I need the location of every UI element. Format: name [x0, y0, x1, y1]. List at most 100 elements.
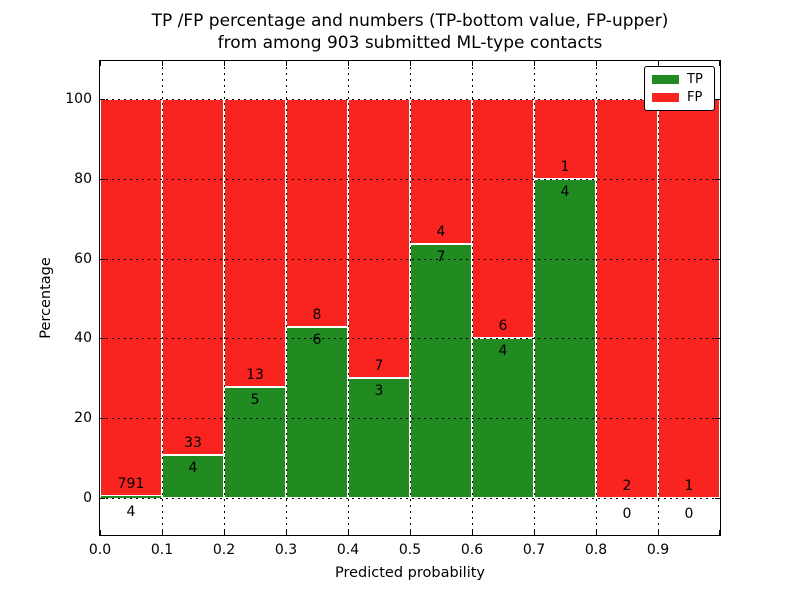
fp-count-label: 4	[436, 224, 446, 241]
fp-count-label: 2	[622, 478, 632, 494]
fp-count-label: 1	[560, 158, 570, 175]
x-axis-label: Predicted probability	[334, 565, 486, 581]
gridline-vertical	[285, 61, 287, 535]
fp-count-label: 1	[684, 478, 694, 494]
y-axis-tick	[715, 498, 720, 499]
x-tick-label: 0.7	[522, 542, 546, 558]
x-axis-tick	[161, 61, 163, 66]
bar-fp-segment	[224, 99, 286, 388]
x-axis-tick	[409, 530, 411, 535]
gridline-vertical	[409, 61, 411, 535]
chart-title-line2: from among 903 submitted ML-type contact…	[217, 33, 603, 53]
fp-count-label: 791	[117, 476, 145, 492]
y-tick-label: 0	[83, 490, 92, 506]
y-axis-tick	[100, 178, 105, 180]
bar-fp-segment	[472, 99, 534, 339]
legend-label: TP	[687, 72, 703, 88]
gridline-horizontal	[100, 338, 720, 340]
bar-fp-segment	[410, 99, 472, 245]
tp-count-label: 5	[250, 392, 260, 409]
x-tick-label: 0.2	[212, 542, 236, 558]
x-tick-label: 0.5	[398, 542, 422, 558]
bar-fp-segment	[596, 99, 658, 498]
gridline-horizontal	[100, 418, 720, 420]
x-axis-tick	[409, 61, 411, 66]
bar-fp-segment	[100, 99, 162, 496]
bar-tp-segment	[348, 378, 410, 498]
bar-tp-segment	[224, 387, 286, 498]
x-axis-tick	[719, 61, 720, 66]
y-axis-tick	[100, 99, 105, 100]
x-tick-label: 0.6	[460, 542, 484, 558]
x-tick-label: 0.8	[584, 542, 608, 558]
gridline-horizontal	[100, 178, 720, 180]
y-axis-tick	[715, 258, 720, 260]
fp-count-label: 13	[246, 367, 264, 384]
y-axis-tick	[100, 498, 105, 499]
gridline-vertical	[161, 61, 163, 535]
gridline-vertical	[471, 61, 473, 535]
x-axis-tick	[719, 530, 720, 535]
gridline-horizontal	[100, 498, 720, 499]
bar-fp-segment	[348, 99, 410, 379]
y-axis-tick	[715, 418, 720, 420]
gridline-horizontal	[100, 258, 720, 260]
tp-count-label: 4	[126, 503, 136, 520]
legend-item: FP	[652, 91, 707, 104]
tp-count-label: 0	[684, 506, 694, 522]
legend: TP FP	[644, 66, 715, 111]
x-axis-tick	[285, 530, 287, 535]
plot-area: 791 4 33 4 13 5 8 6 7 3 4 7 6 4 1 4 2 0 1 0	[99, 60, 721, 536]
gridline-vertical	[657, 61, 659, 535]
x-axis-tick	[347, 530, 349, 535]
tp-count-label: 4	[560, 183, 570, 200]
fp-count-label: 7	[374, 358, 384, 375]
gridline-vertical	[533, 61, 535, 535]
y-tick-label: 100	[65, 91, 92, 107]
bar-fp-segment	[286, 99, 348, 327]
y-axis-tick	[715, 178, 720, 180]
y-axis-tick	[715, 338, 720, 340]
fp-count-label: 6	[498, 318, 508, 335]
bar-tp-segment	[410, 244, 472, 498]
x-tick-label: 0.4	[336, 542, 360, 558]
y-axis-tick	[100, 258, 105, 260]
y-axis-label: Percentage	[38, 257, 54, 339]
bar-tp-segment	[286, 327, 348, 498]
x-axis-tick	[100, 61, 101, 66]
x-axis-tick	[657, 61, 659, 66]
fp-count-label: 8	[312, 307, 322, 323]
legend-label: FP	[687, 89, 703, 105]
x-tick-label: 0.9	[646, 542, 670, 558]
gridline-vertical	[223, 61, 225, 535]
x-axis-tick	[595, 530, 597, 535]
tp-count-label: 3	[374, 383, 384, 400]
x-axis-tick	[657, 530, 659, 535]
x-tick-label: 0.0	[88, 542, 112, 558]
x-tick-label: 0.1	[150, 542, 174, 558]
tp-count-label: 0	[622, 506, 632, 522]
bar-fp-segment	[162, 99, 224, 455]
x-axis-tick	[471, 530, 473, 535]
x-axis-tick	[471, 61, 473, 66]
x-axis-tick	[285, 61, 287, 66]
y-tick-label: 60	[74, 250, 92, 267]
x-axis-tick	[533, 530, 535, 535]
legend-swatch-tp	[652, 75, 679, 85]
legend-swatch-fp	[652, 92, 679, 102]
tp-count-label: 4	[498, 343, 508, 360]
tp-count-label: 6	[312, 332, 322, 348]
legend-item: TP	[652, 73, 707, 86]
y-axis-tick	[100, 338, 105, 340]
tp-count-label: 4	[188, 459, 198, 476]
y-tick-label: 20	[74, 410, 92, 427]
x-axis-tick	[533, 61, 535, 66]
y-axis-tick	[715, 99, 720, 100]
x-axis-tick	[223, 61, 225, 66]
gridline-horizontal	[100, 99, 720, 100]
chart-title: TP /FP percentage and numbers (TP-bottom…	[90, 10, 730, 54]
x-axis-tick	[347, 61, 349, 66]
chart-title-line1: TP /FP percentage and numbers (TP-bottom…	[151, 11, 669, 31]
x-axis-tick	[223, 530, 225, 535]
